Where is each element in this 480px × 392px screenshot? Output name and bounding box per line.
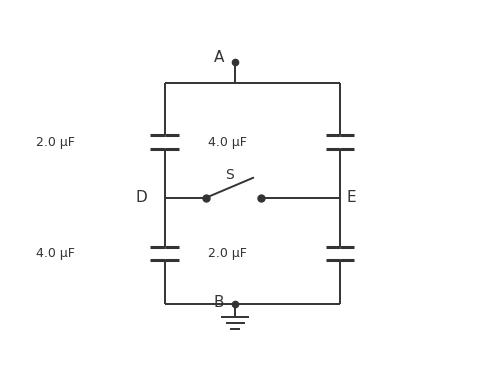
Text: E: E bbox=[346, 191, 355, 205]
Text: B: B bbox=[213, 295, 224, 310]
Text: S: S bbox=[225, 168, 234, 182]
Text: 4.0 μF: 4.0 μF bbox=[207, 136, 246, 149]
Text: A: A bbox=[213, 50, 224, 65]
Text: 2.0 μF: 2.0 μF bbox=[36, 136, 75, 149]
Text: D: D bbox=[136, 191, 147, 205]
Text: 2.0 μF: 2.0 μF bbox=[207, 247, 246, 260]
Text: 4.0 μF: 4.0 μF bbox=[36, 247, 75, 260]
